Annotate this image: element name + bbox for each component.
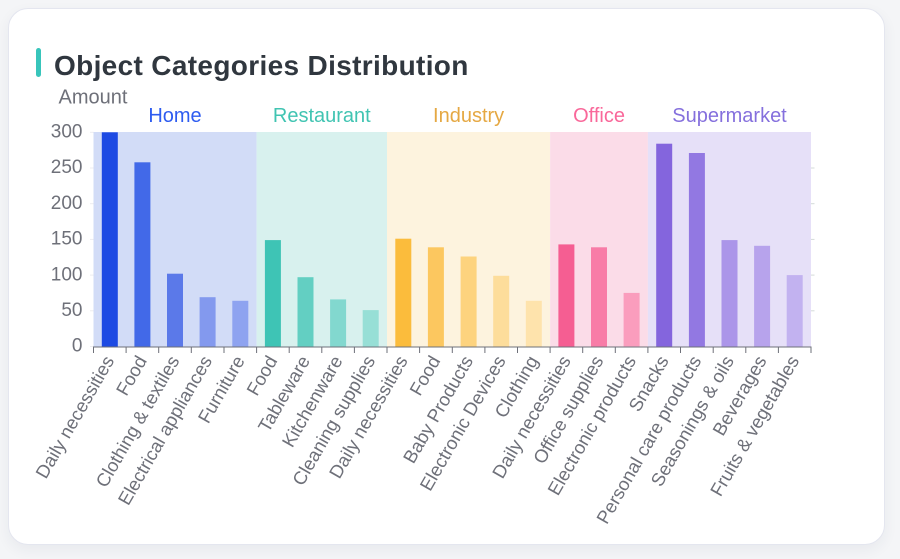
svg-text:200: 200 [51,193,83,214]
svg-text:Restaurant: Restaurant [273,105,371,127]
svg-text:250: 250 [51,157,83,178]
svg-text:Supermarket: Supermarket [672,105,787,127]
svg-text:Industry: Industry [433,105,504,127]
svg-text:0: 0 [72,336,83,357]
svg-text:100: 100 [51,264,83,285]
svg-text:300: 300 [51,122,83,143]
svg-text:Home: Home [148,105,201,127]
svg-text:Amount: Amount [59,87,128,109]
svg-text:Office: Office [573,105,625,127]
svg-text:50: 50 [61,300,82,321]
svg-text:150: 150 [51,229,83,250]
